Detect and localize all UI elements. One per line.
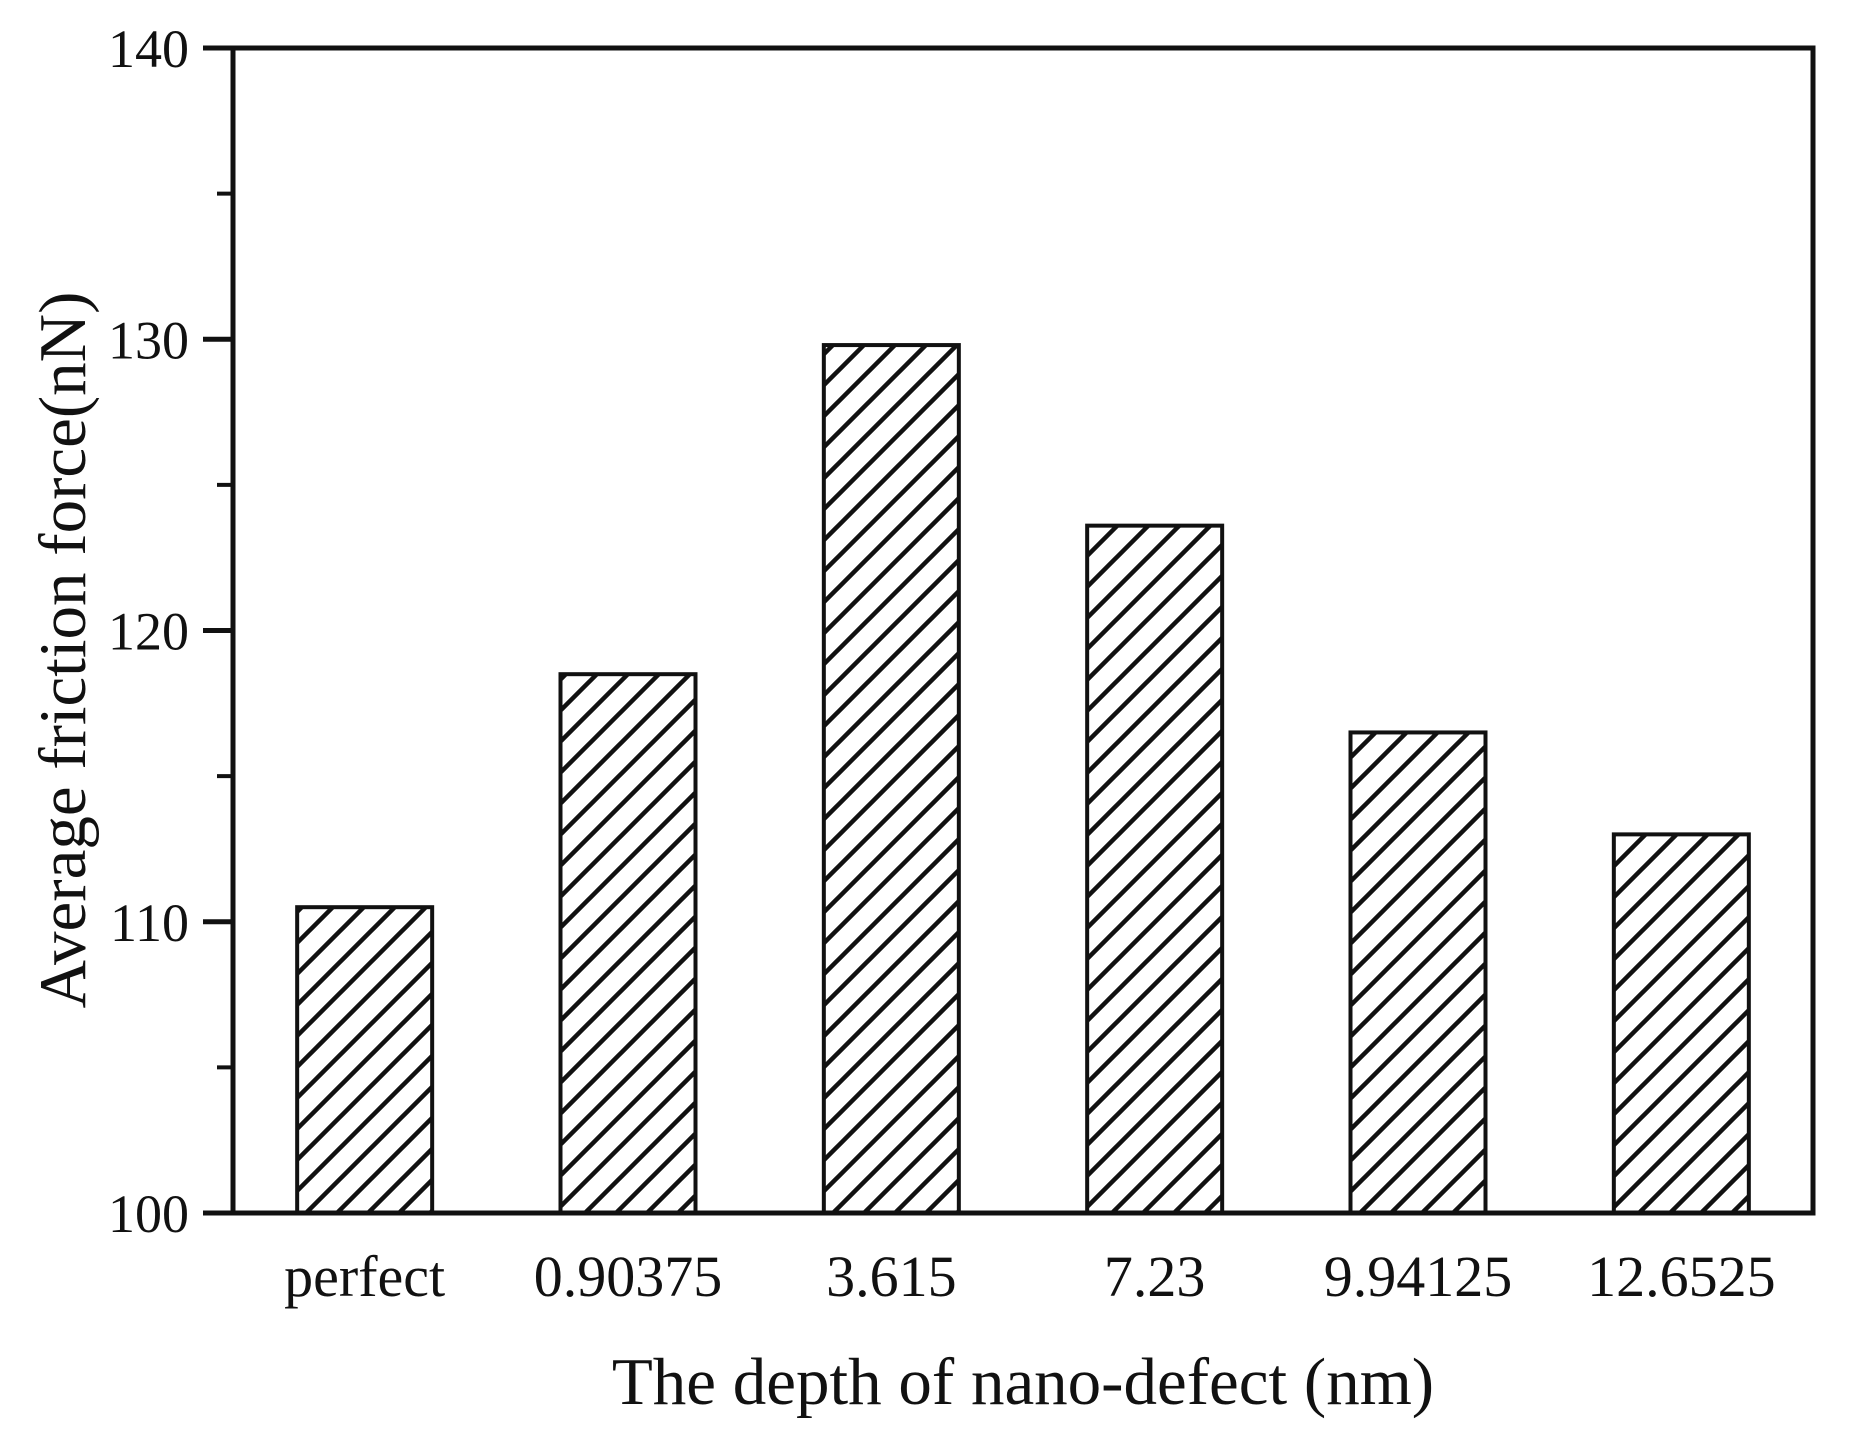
x-tick-label: 9.94125 [1324,1244,1513,1309]
x-tick-label: perfect [284,1244,445,1309]
bar-3.615 [821,343,961,1215]
y-tick-label: 120 [108,602,189,662]
y-axis-title: Average friction force(nN) [26,292,100,1009]
y-tick-label: 100 [108,1184,189,1244]
y-tick-label: 140 [108,19,189,79]
bar-0.90375 [558,672,698,1215]
bar-7.23 [1085,523,1225,1215]
bar-12.6525 [1611,832,1751,1215]
x-tick-label: 12.6525 [1587,1244,1776,1309]
x-tick-label: 3.615 [826,1244,957,1309]
x-tick-label: 0.90375 [534,1244,723,1309]
bar-perfect [295,905,435,1215]
bar-9.94125 [1348,730,1488,1215]
x-tick-label: 7.23 [1104,1244,1206,1309]
y-tick-label: 130 [108,310,189,370]
y-tick-label: 110 [110,893,189,953]
plot-frame [230,45,1816,1216]
x-axis-title: The depth of nano-defect (nm) [612,1345,1434,1419]
